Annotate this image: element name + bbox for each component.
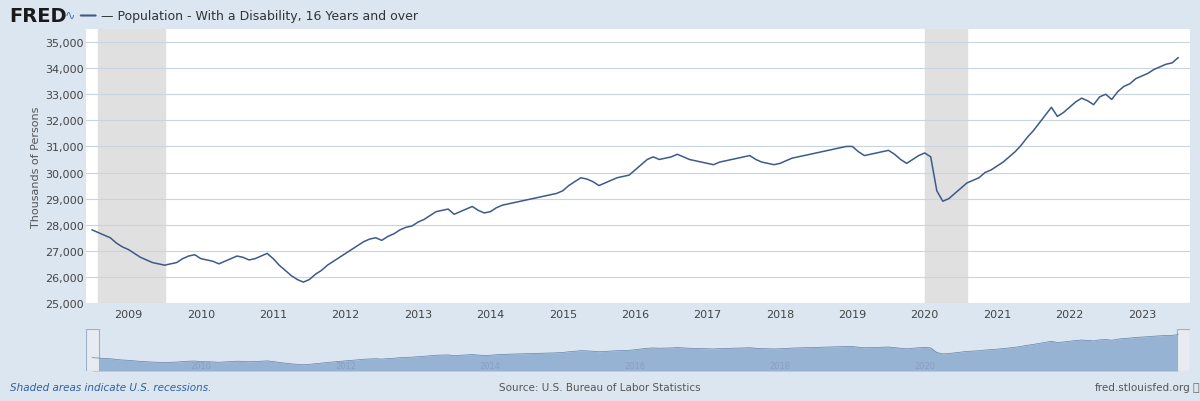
Text: 2014: 2014 <box>476 309 504 319</box>
Text: 2012: 2012 <box>335 361 356 370</box>
Text: ⤢: ⤢ <box>1192 382 1199 392</box>
Text: 2016: 2016 <box>622 309 649 319</box>
Text: 2019: 2019 <box>838 309 866 319</box>
Text: — Population - With a Disability, 16 Years and over: — Population - With a Disability, 16 Yea… <box>101 10 418 23</box>
Text: 2015: 2015 <box>548 309 577 319</box>
Text: 2016: 2016 <box>624 361 646 370</box>
Text: Source: U.S. Bureau of Labor Statistics: Source: U.S. Bureau of Labor Statistics <box>499 382 701 392</box>
Text: 2011: 2011 <box>259 309 287 319</box>
Text: 2017: 2017 <box>694 309 721 319</box>
Text: 2010: 2010 <box>187 309 215 319</box>
Bar <box>86 329 100 371</box>
Text: ∿: ∿ <box>65 10 76 23</box>
Text: Shaded areas indicate U.S. recessions.: Shaded areas indicate U.S. recessions. <box>10 382 211 392</box>
Text: 2012: 2012 <box>331 309 360 319</box>
Text: 2018: 2018 <box>766 309 794 319</box>
Text: 2022: 2022 <box>1055 309 1084 319</box>
Bar <box>1177 329 1190 371</box>
Text: 2021: 2021 <box>983 309 1012 319</box>
Text: 2010: 2010 <box>191 361 211 370</box>
Text: 2009: 2009 <box>114 309 143 319</box>
Text: 2020: 2020 <box>911 309 938 319</box>
Y-axis label: Thousands of Persons: Thousands of Persons <box>31 106 41 227</box>
Text: 2013: 2013 <box>404 309 432 319</box>
Bar <box>925 30 967 303</box>
Text: fred.stlouisfed.org: fred.stlouisfed.org <box>1094 382 1190 392</box>
Text: FRED: FRED <box>10 7 67 26</box>
Text: 2023: 2023 <box>1128 309 1156 319</box>
Text: 2014: 2014 <box>480 361 500 370</box>
Text: 2020: 2020 <box>914 361 935 370</box>
Text: 2018: 2018 <box>769 361 791 370</box>
Bar <box>98 30 164 303</box>
